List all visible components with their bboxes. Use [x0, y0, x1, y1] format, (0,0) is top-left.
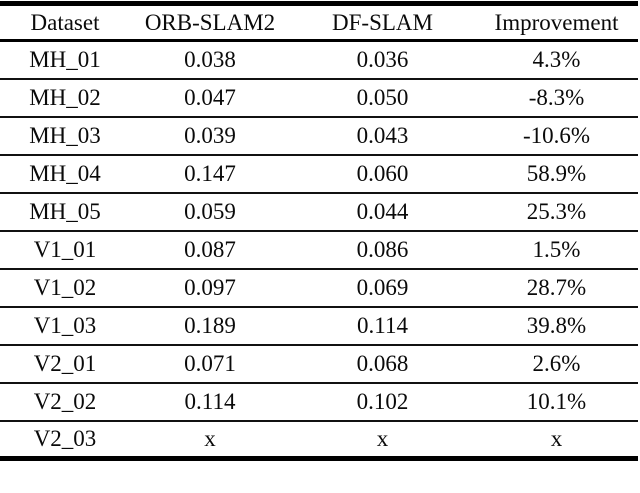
- cell-df-slam: x: [376, 425, 389, 451]
- cell-dataset: V1_03: [0, 306, 130, 346]
- cell-dataset: V1_02: [0, 268, 130, 308]
- cell-dataset: MH_05: [0, 192, 130, 232]
- cell-orb-slam2: 0.038: [130, 40, 290, 80]
- cell-orb-slam2: 0.114: [130, 382, 290, 422]
- table-row: V1_01 0.087 0.086 1.5%: [0, 230, 638, 270]
- cell-orb-slam2: x: [204, 425, 216, 451]
- table-row: V2_02 0.114 0.102 10.1%: [0, 382, 638, 422]
- cell-orb-slam2: 0.147: [130, 154, 290, 194]
- cell-improvement: 4.3%: [475, 40, 638, 80]
- cell-orb-slam2: 0.059: [130, 192, 290, 232]
- cell-df-slam: 0.069: [290, 268, 475, 308]
- table-row: MH_03 0.039 0.043 -10.6%: [0, 116, 638, 156]
- table-row: MH_05 0.059 0.044 25.3%: [0, 192, 638, 232]
- table-row: V1_02 0.097 0.069 28.7%: [0, 268, 638, 308]
- cell-improvement: 25.3%: [475, 192, 638, 232]
- header-row: Dataset ORB-SLAM2 DF-SLAM Improvement: [0, 3, 638, 42]
- cell-df-slam: 0.044: [290, 192, 475, 232]
- table-row: V1_03 0.189 0.114 39.8%: [0, 306, 638, 346]
- header-cell-dataset: Dataset: [0, 3, 130, 42]
- table-header: Dataset ORB-SLAM2 DF-SLAM Improvement: [0, 3, 638, 42]
- table-row: V2_01 0.071 0.068 2.6%: [0, 344, 638, 384]
- cell-dataset: MH_03: [0, 116, 130, 156]
- cell-improvement: 10.1%: [475, 382, 638, 422]
- table-row: MH_01 0.038 0.036 4.3%: [0, 40, 638, 80]
- cell-improvement: 1.5%: [475, 230, 638, 270]
- cell-dataset: V1_01: [0, 230, 130, 270]
- cell-improvement: x: [550, 425, 563, 451]
- results-table: Dataset ORB-SLAM2 DF-SLAM Improvement MH…: [0, 1, 638, 461]
- header-cell-df-slam: DF-SLAM: [290, 3, 475, 42]
- cell-orb-slam2: 0.097: [130, 268, 290, 308]
- cell-orb-slam2: 0.087: [130, 230, 290, 270]
- table-row: V2_03 x x x: [0, 421, 638, 459]
- cell-df-slam: 0.086: [290, 230, 475, 270]
- cell-improvement: 39.8%: [475, 306, 638, 346]
- cell-df-slam: 0.102: [290, 382, 475, 422]
- cell-dataset: V2_02: [0, 382, 130, 422]
- table-row: MH_04 0.147 0.060 58.9%: [0, 154, 638, 194]
- cell-dataset: MH_04: [0, 154, 130, 194]
- cell-improvement: -10.6%: [475, 116, 638, 156]
- table-row: MH_02 0.047 0.050 -8.3%: [0, 78, 638, 118]
- cell-dataset: V2_03: [33, 425, 97, 451]
- cell-orb-slam2: 0.189: [130, 306, 290, 346]
- cell-improvement: 2.6%: [475, 344, 638, 384]
- cell-orb-slam2: 0.047: [130, 78, 290, 118]
- cell-dataset: MH_02: [0, 78, 130, 118]
- header-cell-improvement: Improvement: [475, 3, 638, 42]
- cell-df-slam: 0.068: [290, 344, 475, 384]
- cell-df-slam: 0.114: [290, 306, 475, 346]
- cell-dataset: MH_01: [0, 40, 130, 80]
- cell-df-slam: 0.060: [290, 154, 475, 194]
- cell-improvement: 58.9%: [475, 154, 638, 194]
- cell-improvement: 28.7%: [475, 268, 638, 308]
- cell-improvement: -8.3%: [475, 78, 638, 118]
- cell-df-slam: 0.050: [290, 78, 475, 118]
- cell-dataset: V2_01: [0, 344, 130, 384]
- cell-df-slam: 0.043: [290, 116, 475, 156]
- header-cell-orb-slam2: ORB-SLAM2: [130, 3, 290, 42]
- results-table-container: Dataset ORB-SLAM2 DF-SLAM Improvement MH…: [0, 1, 638, 461]
- cell-orb-slam2: 0.071: [130, 344, 290, 384]
- table-body: MH_01 0.038 0.036 4.3% MH_02 0.047 0.050…: [0, 40, 638, 459]
- cell-df-slam: 0.036: [290, 40, 475, 80]
- cell-orb-slam2: 0.039: [130, 116, 290, 156]
